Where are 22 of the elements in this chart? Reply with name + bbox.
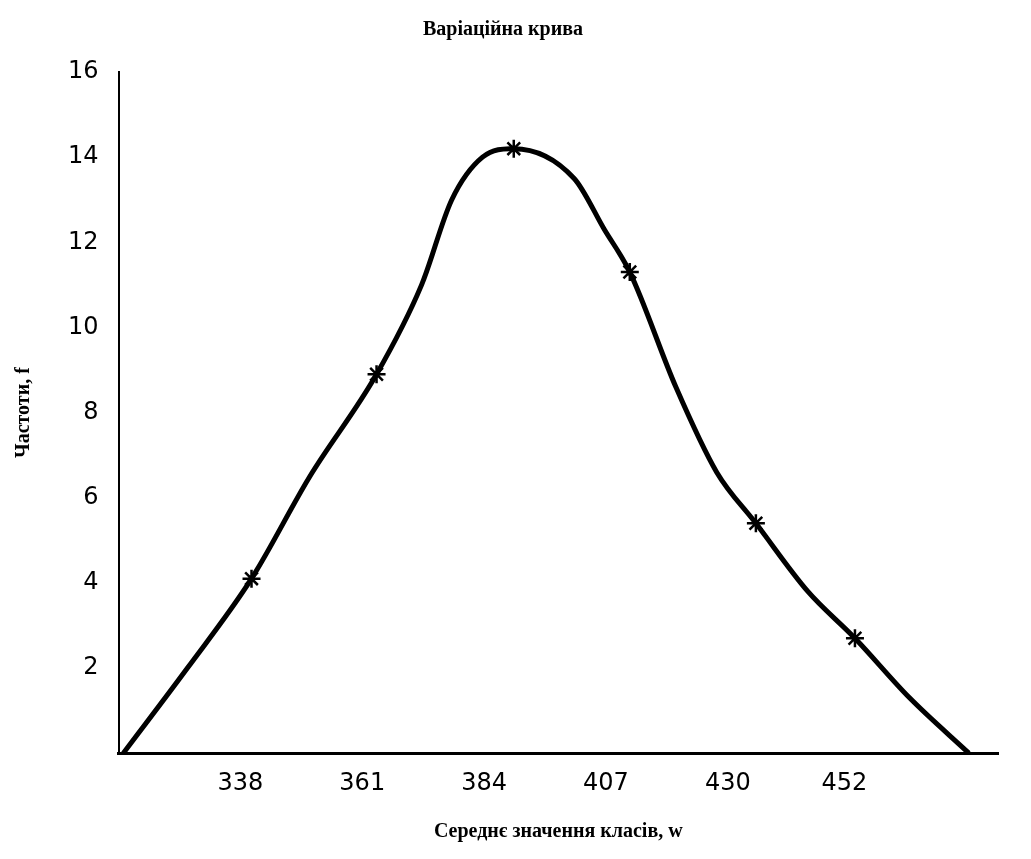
y-tick-label: 6 (83, 481, 99, 510)
x-tick-label: 430 (704, 767, 751, 796)
y-axis-title: Частоти, f (11, 366, 34, 459)
x-tick-label: 452 (821, 767, 868, 796)
y-tick-label: 16 (67, 56, 99, 85)
x-tick-label: 407 (583, 767, 629, 796)
y-tick-label: 8 (83, 396, 99, 425)
point (745, 513, 767, 534)
x-tick-label: 338 (217, 767, 264, 796)
x-axis-title: Середнє значення класів, w (433, 819, 684, 843)
point (619, 261, 641, 283)
point (844, 628, 866, 649)
point (241, 568, 262, 589)
y-tick-label: 4 (83, 567, 99, 596)
point (366, 364, 387, 385)
y-tick-label: 10 (67, 311, 99, 340)
y-tick-label: 12 (67, 226, 99, 255)
x-tick-label: 361 (339, 767, 386, 796)
y-tick-label: 14 (67, 141, 99, 170)
chart-title: Варіаційна крива (422, 17, 584, 41)
x-tick-label: 384 (461, 767, 507, 796)
y-tick-label: 2 (83, 652, 99, 681)
